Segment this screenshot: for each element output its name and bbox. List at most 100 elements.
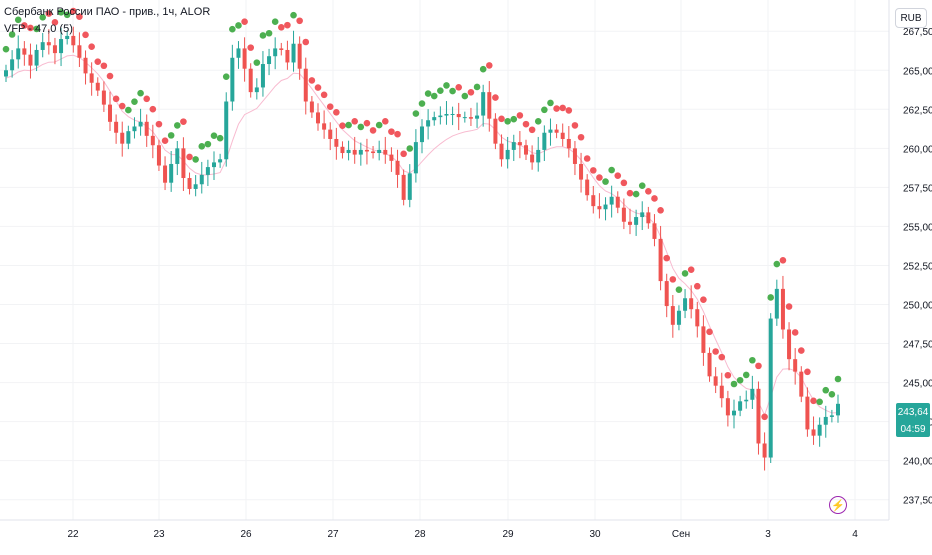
candle-body [89,73,94,83]
indicator-title[interactable]: VFP - 47,0 (5) [4,23,73,35]
y-tick-label: 262,50 [903,105,932,116]
vfp-dot [192,156,199,163]
symbol-title[interactable]: Сбербанк России ПАО - прив., 1ч, ALOR [4,6,211,18]
candle-body [811,429,816,436]
candle-body [536,149,541,163]
candle-body [493,118,498,144]
vfp-dot [302,38,310,46]
candle-body [212,162,216,168]
price-axis: 267,50 265,00 262,50 260,00 257,50 255,00 252,… [903,27,932,506]
vfp-dot [706,328,713,336]
vfp-dot [394,130,401,138]
vfp-dot [449,87,456,95]
candle-body [456,113,461,118]
y-tick-label: 255,00 [903,222,932,233]
vfp-dot [118,102,126,110]
candle-body [560,132,565,139]
candle-body [254,87,259,93]
vfp-dot [375,121,383,129]
vfp-dot [357,123,365,131]
vfp-dot [363,119,371,127]
currency-button[interactable]: RUB [895,8,927,28]
candle-body [309,101,314,113]
candle-body [175,148,180,164]
vfp-dot [69,7,77,15]
vfp-dot [167,132,175,139]
vfp-dot [296,17,303,25]
candle-body [40,42,45,50]
candle-body [28,54,33,66]
vfp-dot [14,16,22,24]
vfp-dot [333,108,340,116]
vfp-dot [473,83,481,91]
x-tick-label: 26 [240,529,252,540]
candle-body [297,43,302,69]
vfp-dot [541,106,548,114]
candle-body [83,57,88,74]
candle-body [738,401,743,411]
candle-body [579,163,584,180]
candle-body [805,396,810,430]
candle-body [621,207,626,222]
candle-body [187,178,192,189]
y-tick-label: 267,50 [903,27,932,38]
vfp-dot [467,88,475,96]
vfp-dot [443,82,450,89]
vfp-dot [510,115,518,123]
vfp-dot [326,103,334,110]
vfp-dot [265,29,273,37]
x-tick-label: 29 [502,529,514,540]
candle-body [316,112,320,124]
candle-body [108,104,112,122]
candle-body [120,132,125,144]
vfp-dot [198,143,206,150]
vfp-dot [222,73,230,80]
vfp-dot [767,294,775,301]
vfp-dot [663,254,671,262]
vfp-dot [645,187,652,195]
x-tick-label: 22 [67,529,79,540]
y-tick-label: 237,50 [903,496,932,507]
vfp-dot [229,25,236,33]
vfp-dot [553,105,560,112]
candle-body [707,352,712,377]
candle-body [609,196,614,205]
vfp-dot [277,24,285,31]
candle-body [420,126,424,143]
vfp-dot [186,153,193,161]
candle-body [603,204,608,210]
candle-body [101,90,106,105]
vfp-dot [504,118,511,125]
candle-body [823,416,828,425]
vfp-dot [455,83,463,91]
vfp-dot [253,59,261,66]
vfp-dot [804,368,811,376]
candle-body [71,35,76,46]
candle-body [267,56,272,65]
vfp-dot [516,112,524,119]
candle-body [132,126,137,132]
candle-body [181,148,186,179]
vfp-dot [479,65,487,73]
vfp-dot [565,107,573,114]
candle-body [377,149,382,154]
vfp-dot [834,375,842,383]
vfp-dot [687,266,695,273]
vfp-dot [559,104,567,112]
candle-body [407,173,412,200]
candle-body [725,398,730,416]
vfp-dot [27,24,34,32]
candle-body [346,149,351,154]
candle-body [193,184,198,189]
vfp-dot [749,356,756,364]
lightning-icon[interactable]: ⚡ [829,496,847,514]
vfp-dot [406,145,414,152]
vfp-dot [2,45,10,53]
candle-body [481,92,486,116]
vfp-dot [571,122,579,129]
candle-body [719,385,724,399]
candle-body [756,388,761,444]
vfp-dot [125,106,132,114]
vfp-dot [608,166,615,174]
